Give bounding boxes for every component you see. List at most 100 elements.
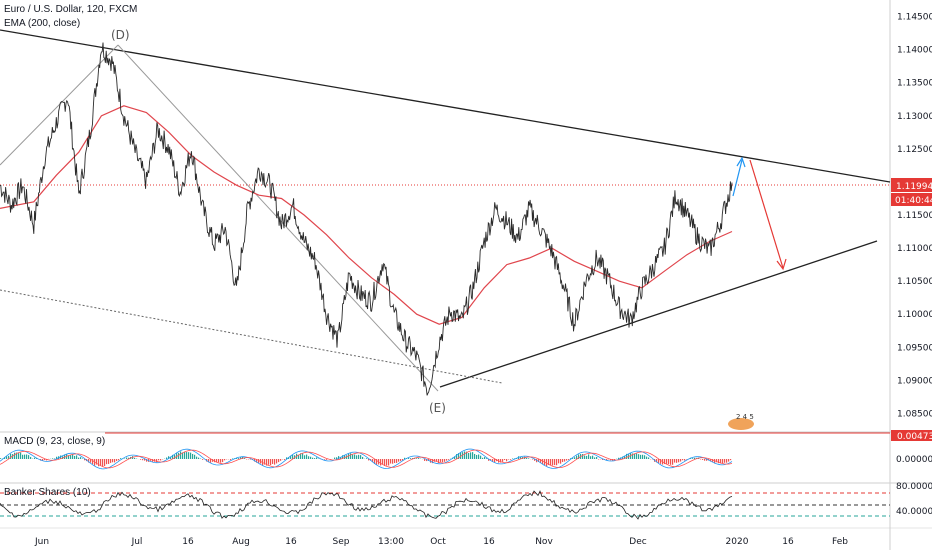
current-price-badge xyxy=(891,178,932,192)
macd-histogram-bar xyxy=(508,459,510,460)
macd-histogram-bar xyxy=(568,459,570,460)
macd-histogram-bar xyxy=(416,458,418,459)
macd-histogram-bar xyxy=(216,459,218,463)
macd-histogram-bar xyxy=(90,459,92,463)
macd-value: 0.00473 xyxy=(897,432,932,442)
macd-histogram-bar xyxy=(198,457,200,459)
macd-histogram-bar xyxy=(680,459,682,462)
macd-histogram-bar xyxy=(542,459,544,465)
macd-histogram-bar xyxy=(174,454,176,459)
macd-histogram-bar xyxy=(502,459,504,462)
banker-legend[interactable]: Banker Shares (10) xyxy=(4,487,91,498)
arrow-head-icon xyxy=(776,258,787,271)
macd-histogram-bar xyxy=(602,459,604,460)
upper-trendline[interactable] xyxy=(0,29,891,183)
macd-histogram-bar xyxy=(256,459,258,463)
macd-histogram-bar xyxy=(372,459,374,463)
macd-histogram-bar xyxy=(626,453,628,459)
y-tick-label: 1.13000 xyxy=(897,112,932,122)
macd-histogram-bar xyxy=(552,459,554,466)
macd-histogram-bar xyxy=(220,459,222,463)
ema-legend[interactable]: EMA (200, close) xyxy=(4,18,81,29)
macd-histogram-bar xyxy=(144,459,146,461)
y-tick-label: 1.14500 xyxy=(897,13,932,23)
macd-histogram-bar xyxy=(16,452,18,459)
macd-histogram-bar xyxy=(20,452,22,459)
parallel-channel-line[interactable] xyxy=(0,289,503,384)
macd-histogram-bar xyxy=(30,456,32,459)
macd-histogram-bar xyxy=(574,457,576,459)
macd-histogram-bar xyxy=(638,454,640,459)
macd-histogram-bar xyxy=(156,459,158,463)
macd-histogram-bar xyxy=(112,459,114,463)
macd-histogram-bar xyxy=(52,458,54,459)
macd-histogram-bar xyxy=(668,459,670,465)
macd-histogram-bar xyxy=(404,457,406,459)
projection-arrow-down[interactable] xyxy=(749,159,784,269)
y-tick-label: 1.14000 xyxy=(897,46,932,56)
macd-histogram-bar xyxy=(520,456,522,459)
macd-histogram-bar xyxy=(582,454,584,459)
macd-histogram-bar xyxy=(360,455,362,459)
y-tick-label: 1.10000 xyxy=(897,310,932,320)
macd-histogram-bar xyxy=(506,459,508,462)
macd-histogram-bar xyxy=(286,457,288,459)
macd-histogram-bar xyxy=(68,455,70,459)
y-tick-label: 1.13500 xyxy=(897,79,932,89)
macd-histogram-bar xyxy=(636,453,638,459)
macd-histogram-bar xyxy=(118,459,120,461)
macd-histogram-bar xyxy=(726,459,728,463)
macd-histogram-bar xyxy=(442,459,444,463)
macd-histogram-bar xyxy=(392,459,394,464)
macd-histogram-bar xyxy=(618,457,620,459)
macd-histogram-bar xyxy=(714,459,716,464)
macd-y-tick: 0.00000 xyxy=(896,455,932,465)
macd-histogram-bar xyxy=(400,459,402,462)
x-axis[interactable]: Jun Jul 16 Aug 16 Sep 13:00 Oct 16 Nov Dec 2020 16 Fe… xyxy=(34,537,848,547)
macd-histogram-bar xyxy=(584,455,586,459)
macd-legend[interactable]: MACD (9, 23, close, 9) xyxy=(4,436,106,447)
macd-histogram-bar xyxy=(182,452,184,459)
lower-trendline[interactable] xyxy=(439,240,878,388)
macd-histogram-bar xyxy=(338,456,340,459)
macd-histogram-bar xyxy=(76,455,78,459)
macd-histogram-bar xyxy=(142,459,144,461)
macd-histogram-bar xyxy=(74,455,76,459)
macd-histogram-bar xyxy=(178,452,180,459)
projection-arrow-up[interactable] xyxy=(732,159,743,197)
macd-histogram-bar xyxy=(22,454,24,459)
y-tick-label: 1.08500 xyxy=(897,409,932,419)
macd-histogram-bar xyxy=(644,455,646,459)
macd-histogram-bar xyxy=(104,459,106,466)
macd-histogram-bar xyxy=(576,455,578,459)
arrow-head-icon xyxy=(736,156,746,168)
wave-line[interactable] xyxy=(117,44,439,392)
macd-histogram-bar xyxy=(140,459,142,460)
macd-histogram-bar xyxy=(436,459,438,462)
macd-histogram-bar xyxy=(656,459,658,463)
macd-histogram-bar xyxy=(424,459,426,461)
macd-histogram-bar xyxy=(0,458,2,459)
macd-histogram-bar xyxy=(254,459,256,462)
macd-histogram-bar xyxy=(214,459,216,463)
wave-line[interactable] xyxy=(0,44,119,166)
macd-histogram-bar xyxy=(312,457,314,459)
macd-histogram-bar xyxy=(314,458,316,459)
macd-histogram-bar xyxy=(398,459,400,462)
y-axis-main[interactable]: 1.14500 1.14000 1.13500 1.13000 1.12500 1.115… xyxy=(897,13,932,420)
main-legend-title[interactable]: Euro / U.S. Dollar, 120, FXCM xyxy=(4,4,138,15)
price-series xyxy=(0,42,733,396)
x-tick-label: 16 xyxy=(782,537,794,547)
macd-histogram-bar xyxy=(586,455,588,459)
macd-histogram-bar xyxy=(150,459,152,461)
macd-histogram-bar xyxy=(390,459,392,464)
macd-histogram-bar xyxy=(566,459,568,461)
macd-histogram-bar xyxy=(640,454,642,459)
events-badge[interactable]: 2 4 5 xyxy=(728,413,754,430)
banker-y-tick: 80.0000 xyxy=(896,482,932,492)
macd-histogram-bar xyxy=(188,452,190,459)
macd-histogram-bar xyxy=(14,452,16,459)
macd-histogram-bar xyxy=(624,455,626,459)
macd-histogram-bar xyxy=(274,459,276,465)
